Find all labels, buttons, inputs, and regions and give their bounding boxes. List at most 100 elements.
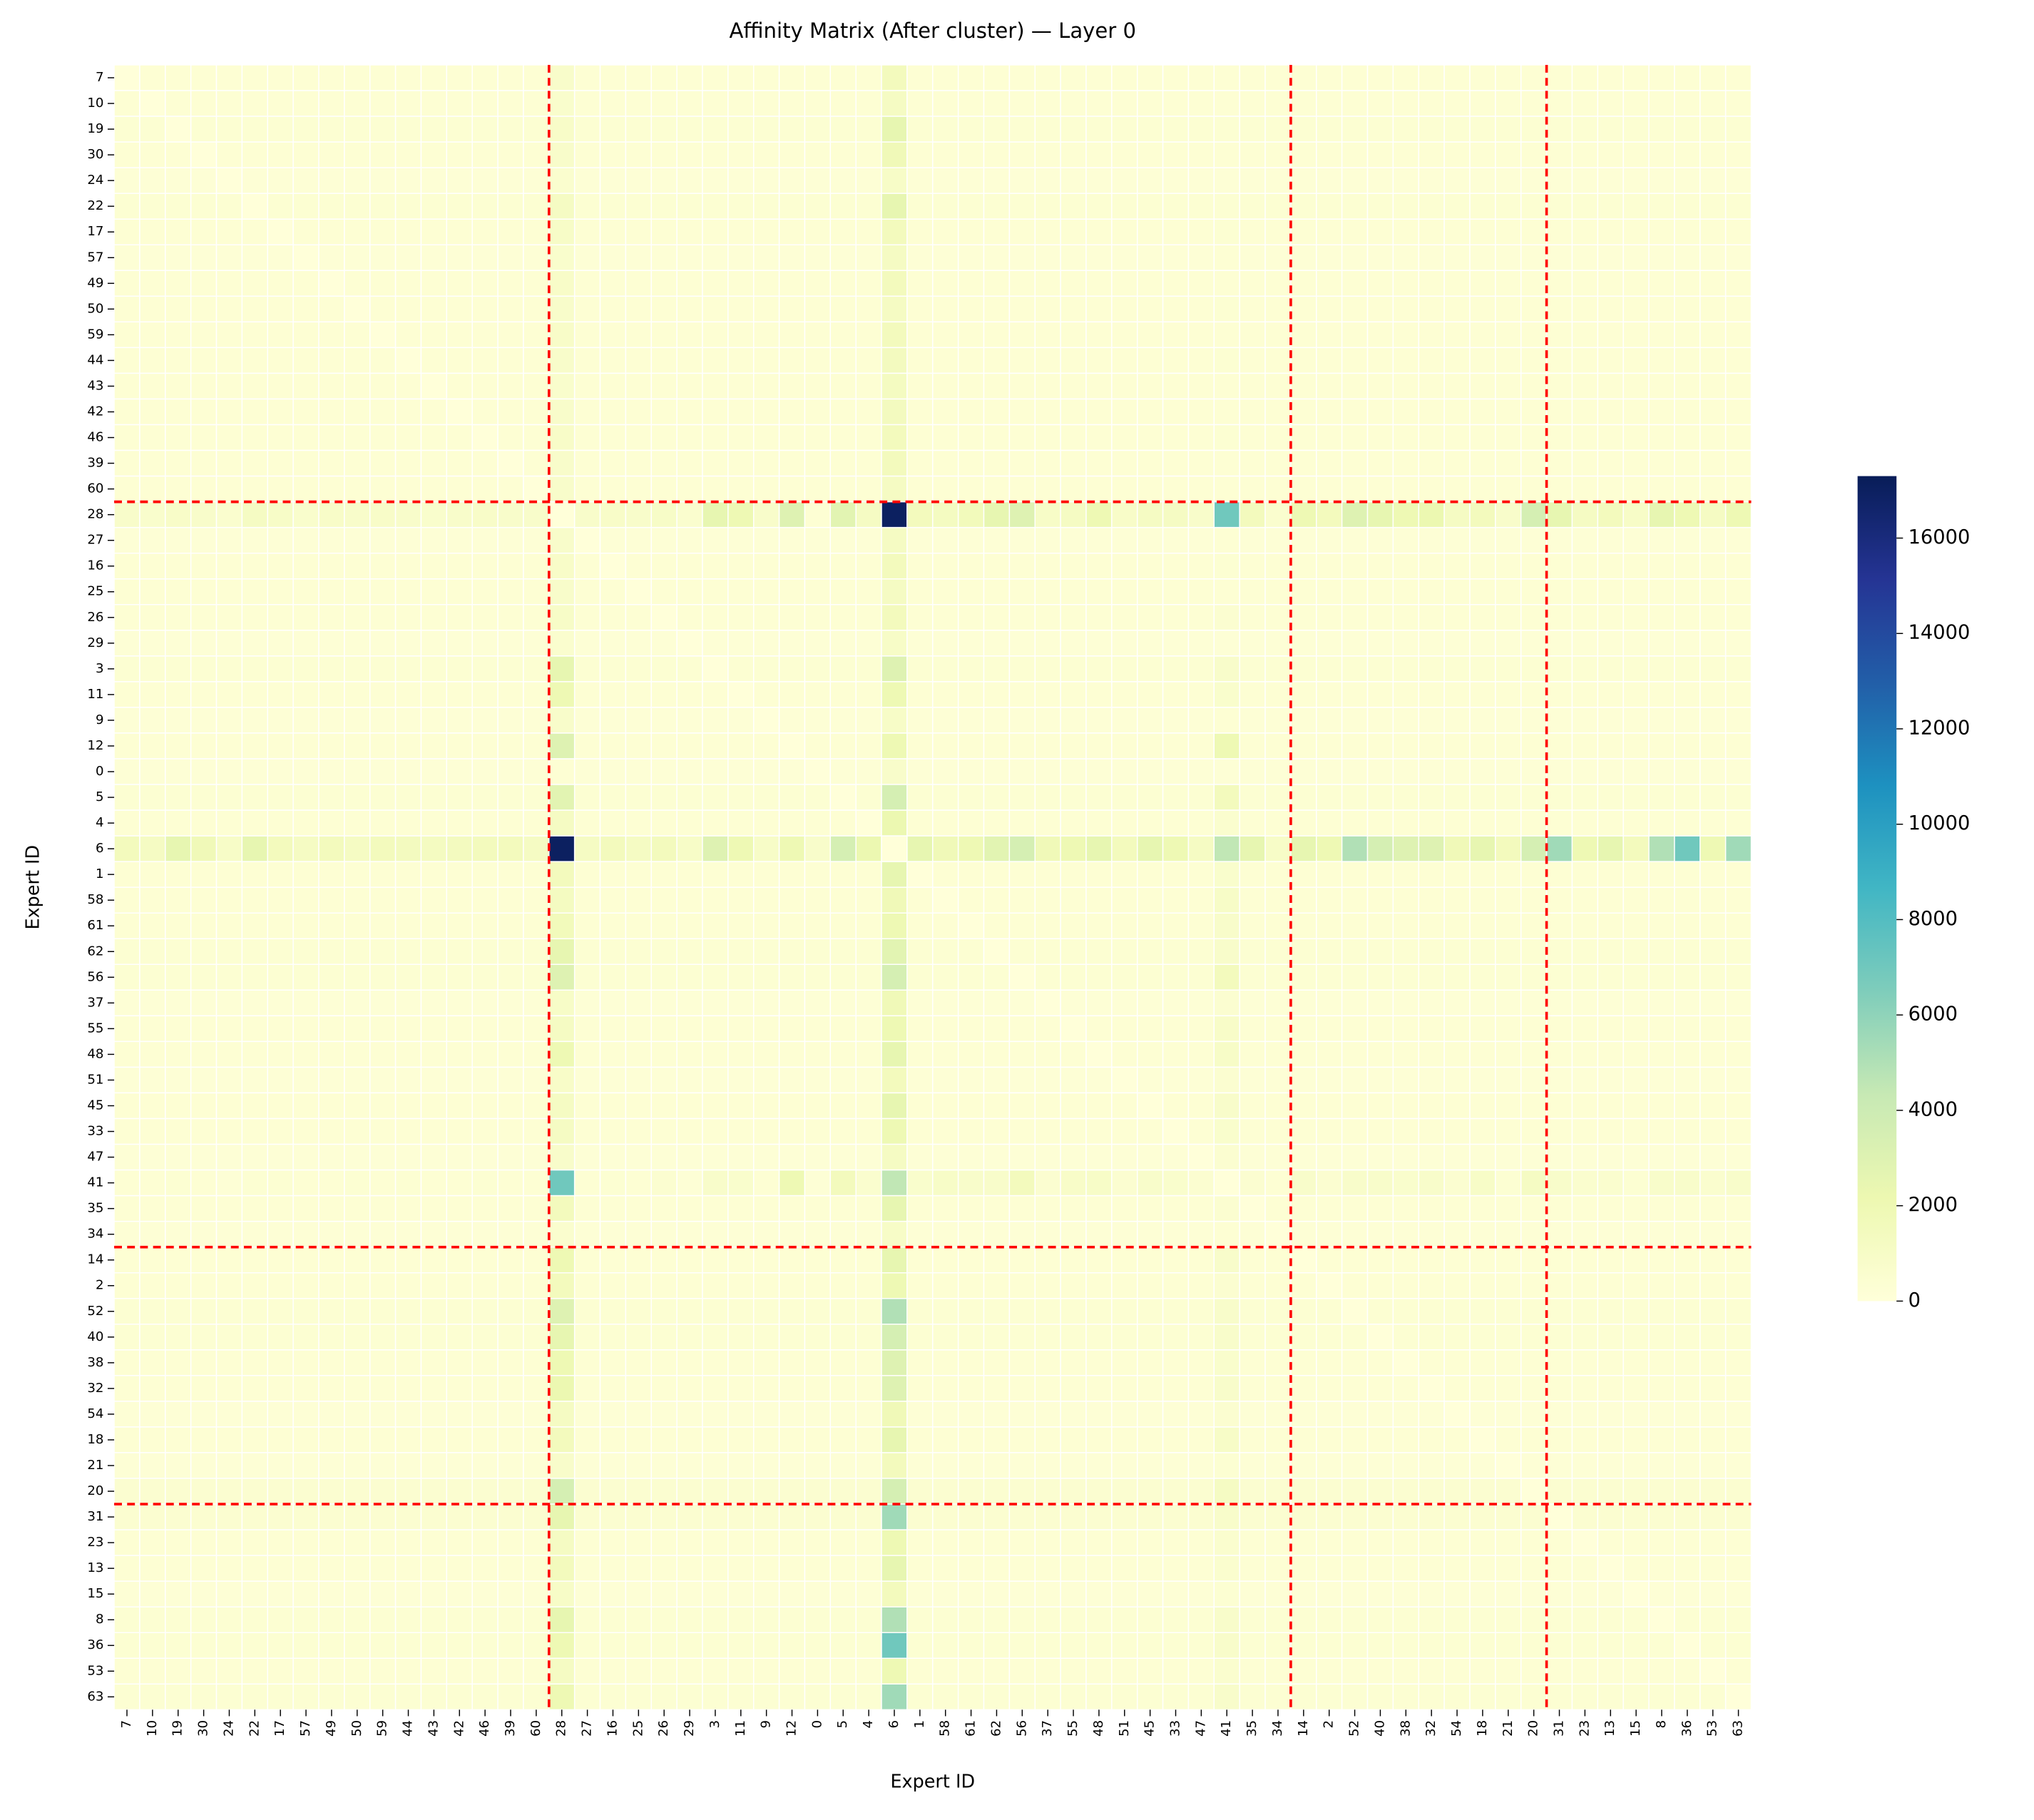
cell (932, 1503, 959, 1530)
cell (523, 1143, 550, 1171)
cell (1239, 1478, 1266, 1505)
cell (1700, 938, 1727, 966)
cell (727, 295, 755, 323)
cell (1162, 90, 1190, 117)
cell (113, 501, 140, 528)
cell (1034, 1092, 1061, 1120)
cell (1290, 193, 1317, 220)
cell (727, 886, 755, 914)
cell (113, 1580, 140, 1607)
cell (1545, 90, 1573, 117)
cell (318, 1324, 345, 1351)
cell (267, 552, 294, 580)
cell (727, 1657, 755, 1685)
cell (139, 270, 166, 297)
cell (702, 1349, 729, 1376)
cell (318, 1606, 345, 1633)
cell (906, 1246, 934, 1274)
cell (1443, 1298, 1471, 1325)
cell (957, 809, 985, 837)
cell (523, 1657, 550, 1685)
cell (215, 167, 243, 194)
cell (1571, 809, 1599, 837)
cell (1264, 784, 1292, 811)
cell (855, 449, 882, 477)
cell (215, 1092, 243, 1120)
cell (676, 835, 703, 862)
cell (983, 1092, 1011, 1120)
cell (292, 347, 320, 374)
cell (1545, 1092, 1573, 1120)
cell (1213, 141, 1240, 168)
cell (446, 912, 473, 939)
cell (523, 475, 550, 503)
cell (1111, 707, 1138, 734)
cell (165, 707, 192, 734)
cell (318, 1683, 345, 1711)
cell (855, 526, 882, 554)
cell (804, 732, 832, 760)
cell (1648, 475, 1675, 503)
cell (420, 449, 448, 477)
cell (829, 1246, 857, 1274)
cell (497, 116, 524, 143)
cell (1060, 167, 1087, 194)
cell (599, 604, 627, 631)
cell (804, 989, 832, 1017)
cell (1060, 1503, 1087, 1530)
cell (292, 1529, 320, 1556)
cell (1545, 1401, 1573, 1428)
cell (267, 295, 294, 323)
cell (241, 1375, 268, 1402)
cell (1213, 1683, 1240, 1711)
cell (1187, 809, 1215, 837)
cell (369, 1426, 397, 1453)
cell (471, 424, 499, 451)
cell (394, 732, 422, 760)
cell (1136, 270, 1164, 297)
cell (1085, 1478, 1113, 1505)
cell (881, 1426, 908, 1453)
cell (1700, 1478, 1727, 1505)
cell (1264, 886, 1292, 914)
cell (1622, 1503, 1650, 1530)
cell (1724, 886, 1752, 914)
cell (190, 963, 218, 991)
cell (1495, 1632, 1522, 1659)
cell (1034, 784, 1061, 811)
cell (369, 475, 397, 503)
cell (344, 1606, 371, 1633)
cell (983, 1401, 1011, 1428)
cell (1316, 270, 1343, 297)
cell (573, 193, 601, 220)
cell (420, 1220, 448, 1248)
cell (650, 604, 678, 631)
cell (1597, 501, 1624, 528)
cell (1085, 938, 1113, 966)
cell (1597, 244, 1624, 272)
cell (344, 578, 371, 605)
cell (702, 655, 729, 682)
cell (1469, 1324, 1496, 1351)
cell (497, 1683, 524, 1711)
cell (1571, 1066, 1599, 1094)
cell (573, 116, 601, 143)
cell (573, 90, 601, 117)
cell (190, 1555, 218, 1582)
cell (1341, 270, 1369, 297)
x-tick-label: 16 (605, 1720, 620, 1737)
cell (676, 449, 703, 477)
cell (190, 90, 218, 117)
cell (1008, 475, 1036, 503)
cell (497, 424, 524, 451)
cell (190, 1041, 218, 1068)
cell (599, 141, 627, 168)
cell (1341, 1452, 1369, 1479)
cell (1366, 989, 1394, 1017)
cell (190, 295, 218, 323)
cell (318, 1169, 345, 1197)
cell (1290, 449, 1317, 477)
cell (523, 1015, 550, 1043)
cell (1520, 347, 1548, 374)
cell (1443, 1015, 1471, 1043)
